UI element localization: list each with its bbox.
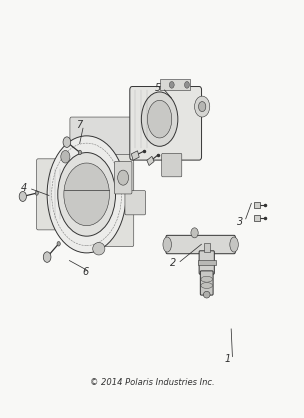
- FancyBboxPatch shape: [166, 235, 235, 254]
- Bar: [198, 260, 216, 265]
- Circle shape: [199, 102, 206, 112]
- Polygon shape: [147, 156, 154, 166]
- Circle shape: [64, 163, 109, 226]
- Ellipse shape: [201, 283, 212, 288]
- Circle shape: [61, 150, 70, 163]
- Circle shape: [195, 96, 210, 117]
- FancyBboxPatch shape: [125, 191, 146, 215]
- Ellipse shape: [93, 242, 105, 255]
- FancyBboxPatch shape: [114, 161, 132, 194]
- Text: © 2014 Polaris Industries Inc.: © 2014 Polaris Industries Inc.: [90, 378, 214, 387]
- Bar: [204, 243, 210, 252]
- Ellipse shape: [147, 100, 172, 138]
- Text: 2: 2: [170, 258, 176, 268]
- FancyBboxPatch shape: [36, 159, 70, 230]
- Text: 7: 7: [76, 120, 82, 130]
- Ellipse shape: [163, 237, 171, 252]
- Circle shape: [19, 191, 26, 201]
- Circle shape: [35, 191, 38, 195]
- FancyBboxPatch shape: [130, 87, 202, 160]
- Circle shape: [43, 252, 51, 263]
- FancyBboxPatch shape: [200, 271, 213, 295]
- Circle shape: [57, 242, 60, 246]
- FancyBboxPatch shape: [103, 142, 134, 247]
- Circle shape: [78, 150, 81, 155]
- Ellipse shape: [201, 276, 212, 282]
- Text: 4: 4: [21, 183, 27, 193]
- Circle shape: [63, 137, 71, 148]
- Circle shape: [118, 170, 129, 185]
- FancyBboxPatch shape: [199, 251, 214, 274]
- Polygon shape: [254, 215, 260, 221]
- Circle shape: [185, 82, 189, 88]
- Ellipse shape: [58, 153, 116, 236]
- Ellipse shape: [230, 237, 238, 252]
- Ellipse shape: [141, 92, 178, 146]
- Ellipse shape: [47, 136, 126, 253]
- Polygon shape: [131, 151, 139, 160]
- Text: 5: 5: [155, 83, 161, 93]
- Text: 1: 1: [225, 354, 231, 364]
- Bar: [160, 79, 190, 90]
- Circle shape: [169, 82, 174, 88]
- Circle shape: [191, 228, 198, 238]
- Text: 6: 6: [82, 267, 88, 277]
- FancyBboxPatch shape: [70, 117, 140, 155]
- Ellipse shape: [203, 291, 210, 298]
- Polygon shape: [254, 202, 260, 208]
- Text: 3: 3: [237, 217, 243, 227]
- FancyBboxPatch shape: [162, 153, 182, 177]
